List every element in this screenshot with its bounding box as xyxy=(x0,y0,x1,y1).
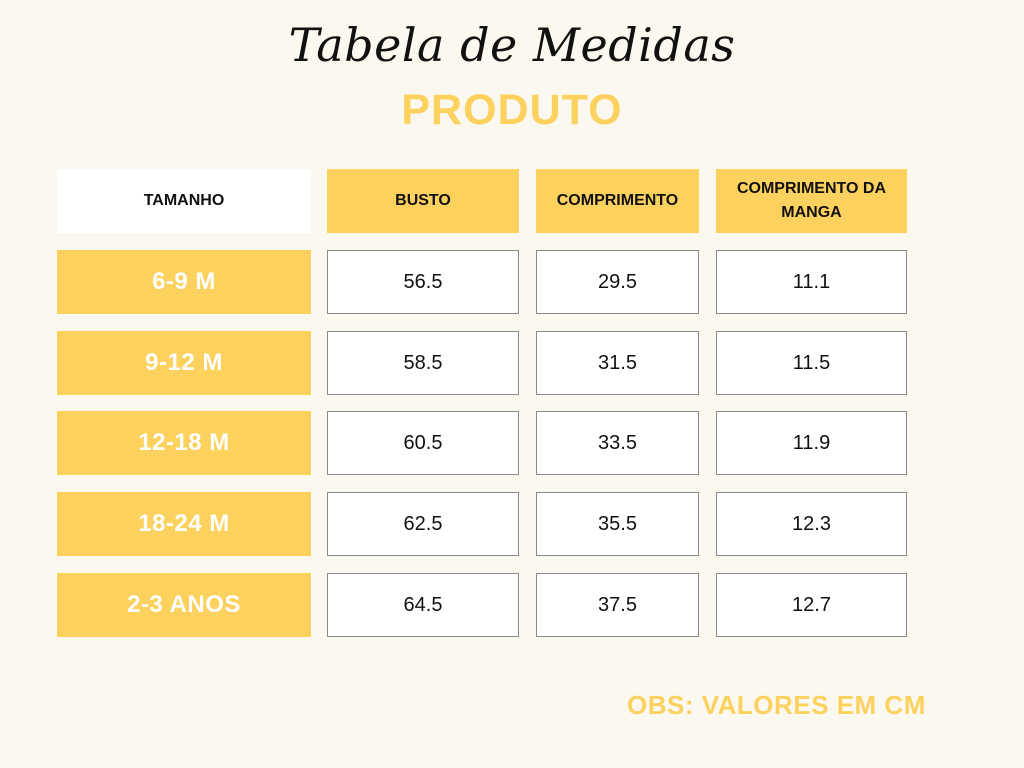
page-title: Tabela de Medidas xyxy=(288,18,736,72)
header-busto: BUSTO xyxy=(327,169,519,233)
header-tamanho: TAMANHO xyxy=(57,169,311,233)
header-comprimento: COMPRIMENTO xyxy=(536,169,699,233)
manga-cell: 12.7 xyxy=(716,573,907,637)
page-subtitle: PRODUTO xyxy=(401,86,623,134)
busto-cell: 58.5 xyxy=(327,331,519,395)
busto-cell: 60.5 xyxy=(327,411,519,475)
comprimento-cell: 33.5 xyxy=(536,411,699,475)
comprimento-cell: 37.5 xyxy=(536,573,699,637)
size-cell: 18-24 M xyxy=(57,492,311,556)
manga-cell: 11.1 xyxy=(716,250,907,314)
size-cell: 6-9 M xyxy=(57,250,311,314)
comprimento-cell: 35.5 xyxy=(536,492,699,556)
units-note: OBS: VALORES EM CM xyxy=(627,690,926,720)
busto-cell: 56.5 xyxy=(327,250,519,314)
comprimento-cell: 29.5 xyxy=(536,250,699,314)
size-cell: 9-12 M xyxy=(57,331,311,395)
busto-cell: 62.5 xyxy=(327,492,519,556)
size-cell: 12-18 M xyxy=(57,411,311,475)
header-comprimento-manga: COMPRIMENTO DA MANGA xyxy=(716,169,907,233)
comprimento-cell: 31.5 xyxy=(536,331,699,395)
size-cell: 2-3 ANOS xyxy=(57,573,311,637)
manga-cell: 12.3 xyxy=(716,492,907,556)
busto-cell: 64.5 xyxy=(327,573,519,637)
manga-cell: 11.5 xyxy=(716,331,907,395)
manga-cell: 11.9 xyxy=(716,411,907,475)
